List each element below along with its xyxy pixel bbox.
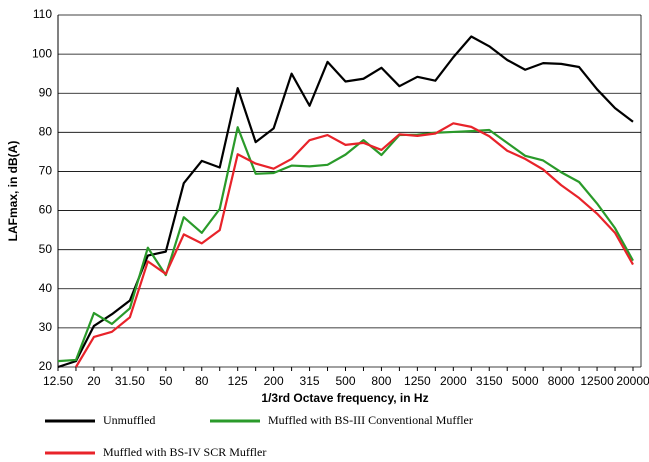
x-tick-label: 31.50	[115, 374, 145, 388]
y-tick-label: 100	[32, 46, 52, 60]
x-tick-label: 12500	[580, 374, 614, 388]
y-tick-label: 20	[39, 359, 53, 373]
y-axis-title: LAFmax, in dB(A)	[6, 141, 20, 242]
legend-label: Muffled with BS-III Conventional Muffler	[268, 413, 473, 427]
series-line	[57, 126, 634, 363]
x-tick-label: 800	[371, 374, 391, 388]
x-tick-label: 80	[195, 374, 209, 388]
legend-label: Muffled with BS-IV SCR Muffler	[103, 445, 266, 459]
series-line	[57, 35, 634, 369]
x-tick-label: 12.50	[43, 374, 73, 388]
x-tick-label: 20	[87, 374, 101, 388]
y-tick-label: 50	[39, 242, 53, 256]
x-tick-label: 8000	[548, 374, 575, 388]
x-tick-label: 2000	[440, 374, 467, 388]
y-tick-label: 90	[39, 85, 53, 99]
x-tick-label: 5000	[512, 374, 539, 388]
y-tick-label: 40	[39, 281, 53, 295]
y-tick-label: 70	[39, 164, 53, 178]
x-tick-label: 3150	[476, 374, 503, 388]
series-line	[75, 122, 634, 368]
x-tick-label: 500	[335, 374, 355, 388]
x-tick-label: 315	[300, 374, 320, 388]
y-tick-label: 110	[33, 7, 52, 21]
y-tick-label: 80	[39, 125, 53, 139]
y-tick-label: 30	[39, 320, 53, 334]
x-tick-label: 125	[228, 374, 248, 388]
x-tick-label: 50	[159, 374, 173, 388]
x-tick-label: 20000	[616, 374, 649, 388]
legend-label: Unmuffled	[103, 413, 155, 427]
x-axis-title: 1/3rd Octave frequency, in Hz	[261, 391, 428, 405]
x-tick-label: 200	[264, 374, 284, 388]
x-tick-label: 1250	[404, 374, 431, 388]
y-tick-label: 60	[39, 203, 53, 217]
